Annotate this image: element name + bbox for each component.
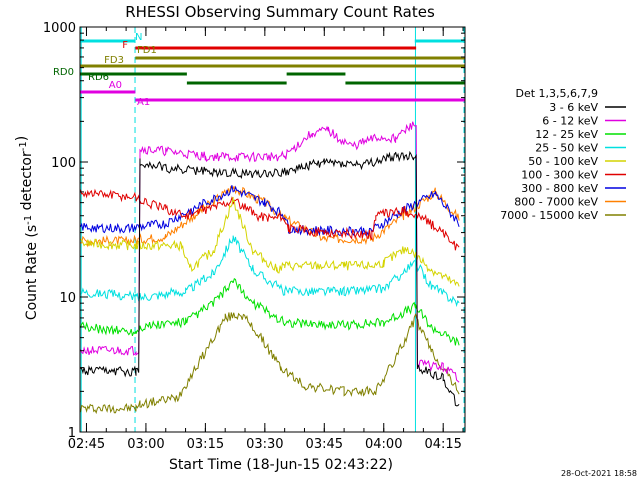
timestamp: 28-Oct-2021 18:58 (561, 469, 637, 478)
series-line (80, 278, 460, 346)
legend-entry-label: 800 - 7000 keV (514, 196, 598, 209)
status-flag-label: A0 (109, 80, 122, 91)
legend-entry-label: 6 - 12 keV (542, 115, 598, 128)
x-tick-label: 03:30 (246, 437, 283, 452)
chart-title: RHESSI Observing Summary Count Rates (125, 3, 435, 21)
legend-title: Det 1,3,5,6,7,9 (515, 87, 598, 100)
series-line (80, 312, 460, 415)
series-line (80, 185, 460, 238)
status-flag-label: N (135, 32, 142, 43)
x-tick-label: 04:15 (424, 437, 461, 452)
series-line (80, 188, 460, 251)
legend-entry-label: 300 - 800 keV (521, 182, 598, 195)
y-tick-label: 10 (59, 291, 76, 306)
y-tick-label: 1 (68, 426, 76, 441)
series-line (80, 150, 460, 407)
status-flag-label: FD3 (104, 55, 124, 66)
plot-frame (79, 26, 466, 433)
status-flag-label: F (122, 40, 128, 51)
x-tick-label: 04:00 (365, 437, 402, 452)
status-flag-label: RD0 (53, 67, 74, 78)
series-line (80, 196, 460, 287)
x-tick-label: 02:45 (68, 437, 105, 452)
y-axis-label: Count Rate (s-1 detector-1) (14, 136, 40, 320)
x-tick-label: 03:45 (306, 437, 343, 452)
legend-entry-label: 100 - 300 keV (521, 169, 598, 182)
status-flag-label: RD6 (88, 72, 109, 83)
status-flag-label: FD1 (137, 45, 157, 56)
y-tick-label: 100 (51, 156, 76, 171)
legend-entry-label: 12 - 25 keV (535, 128, 598, 141)
y-tick-label: 1000 (43, 21, 76, 36)
series-line (80, 121, 460, 383)
x-tick-label: 03:00 (127, 437, 164, 452)
legend-entry-label: 7000 - 15000 keV (500, 209, 598, 222)
x-tick-label: 03:15 (187, 437, 224, 452)
x-axis-label: Start Time (18-Jun-15 02:43:22) (169, 457, 393, 473)
legend-entry-label: 25 - 50 keV (535, 142, 598, 155)
series-line (80, 235, 460, 308)
legend-entry-label: 50 - 100 keV (528, 155, 598, 168)
status-flag-label: A1 (137, 97, 150, 108)
legend-entry-label: 3 - 6 keV (549, 101, 598, 114)
